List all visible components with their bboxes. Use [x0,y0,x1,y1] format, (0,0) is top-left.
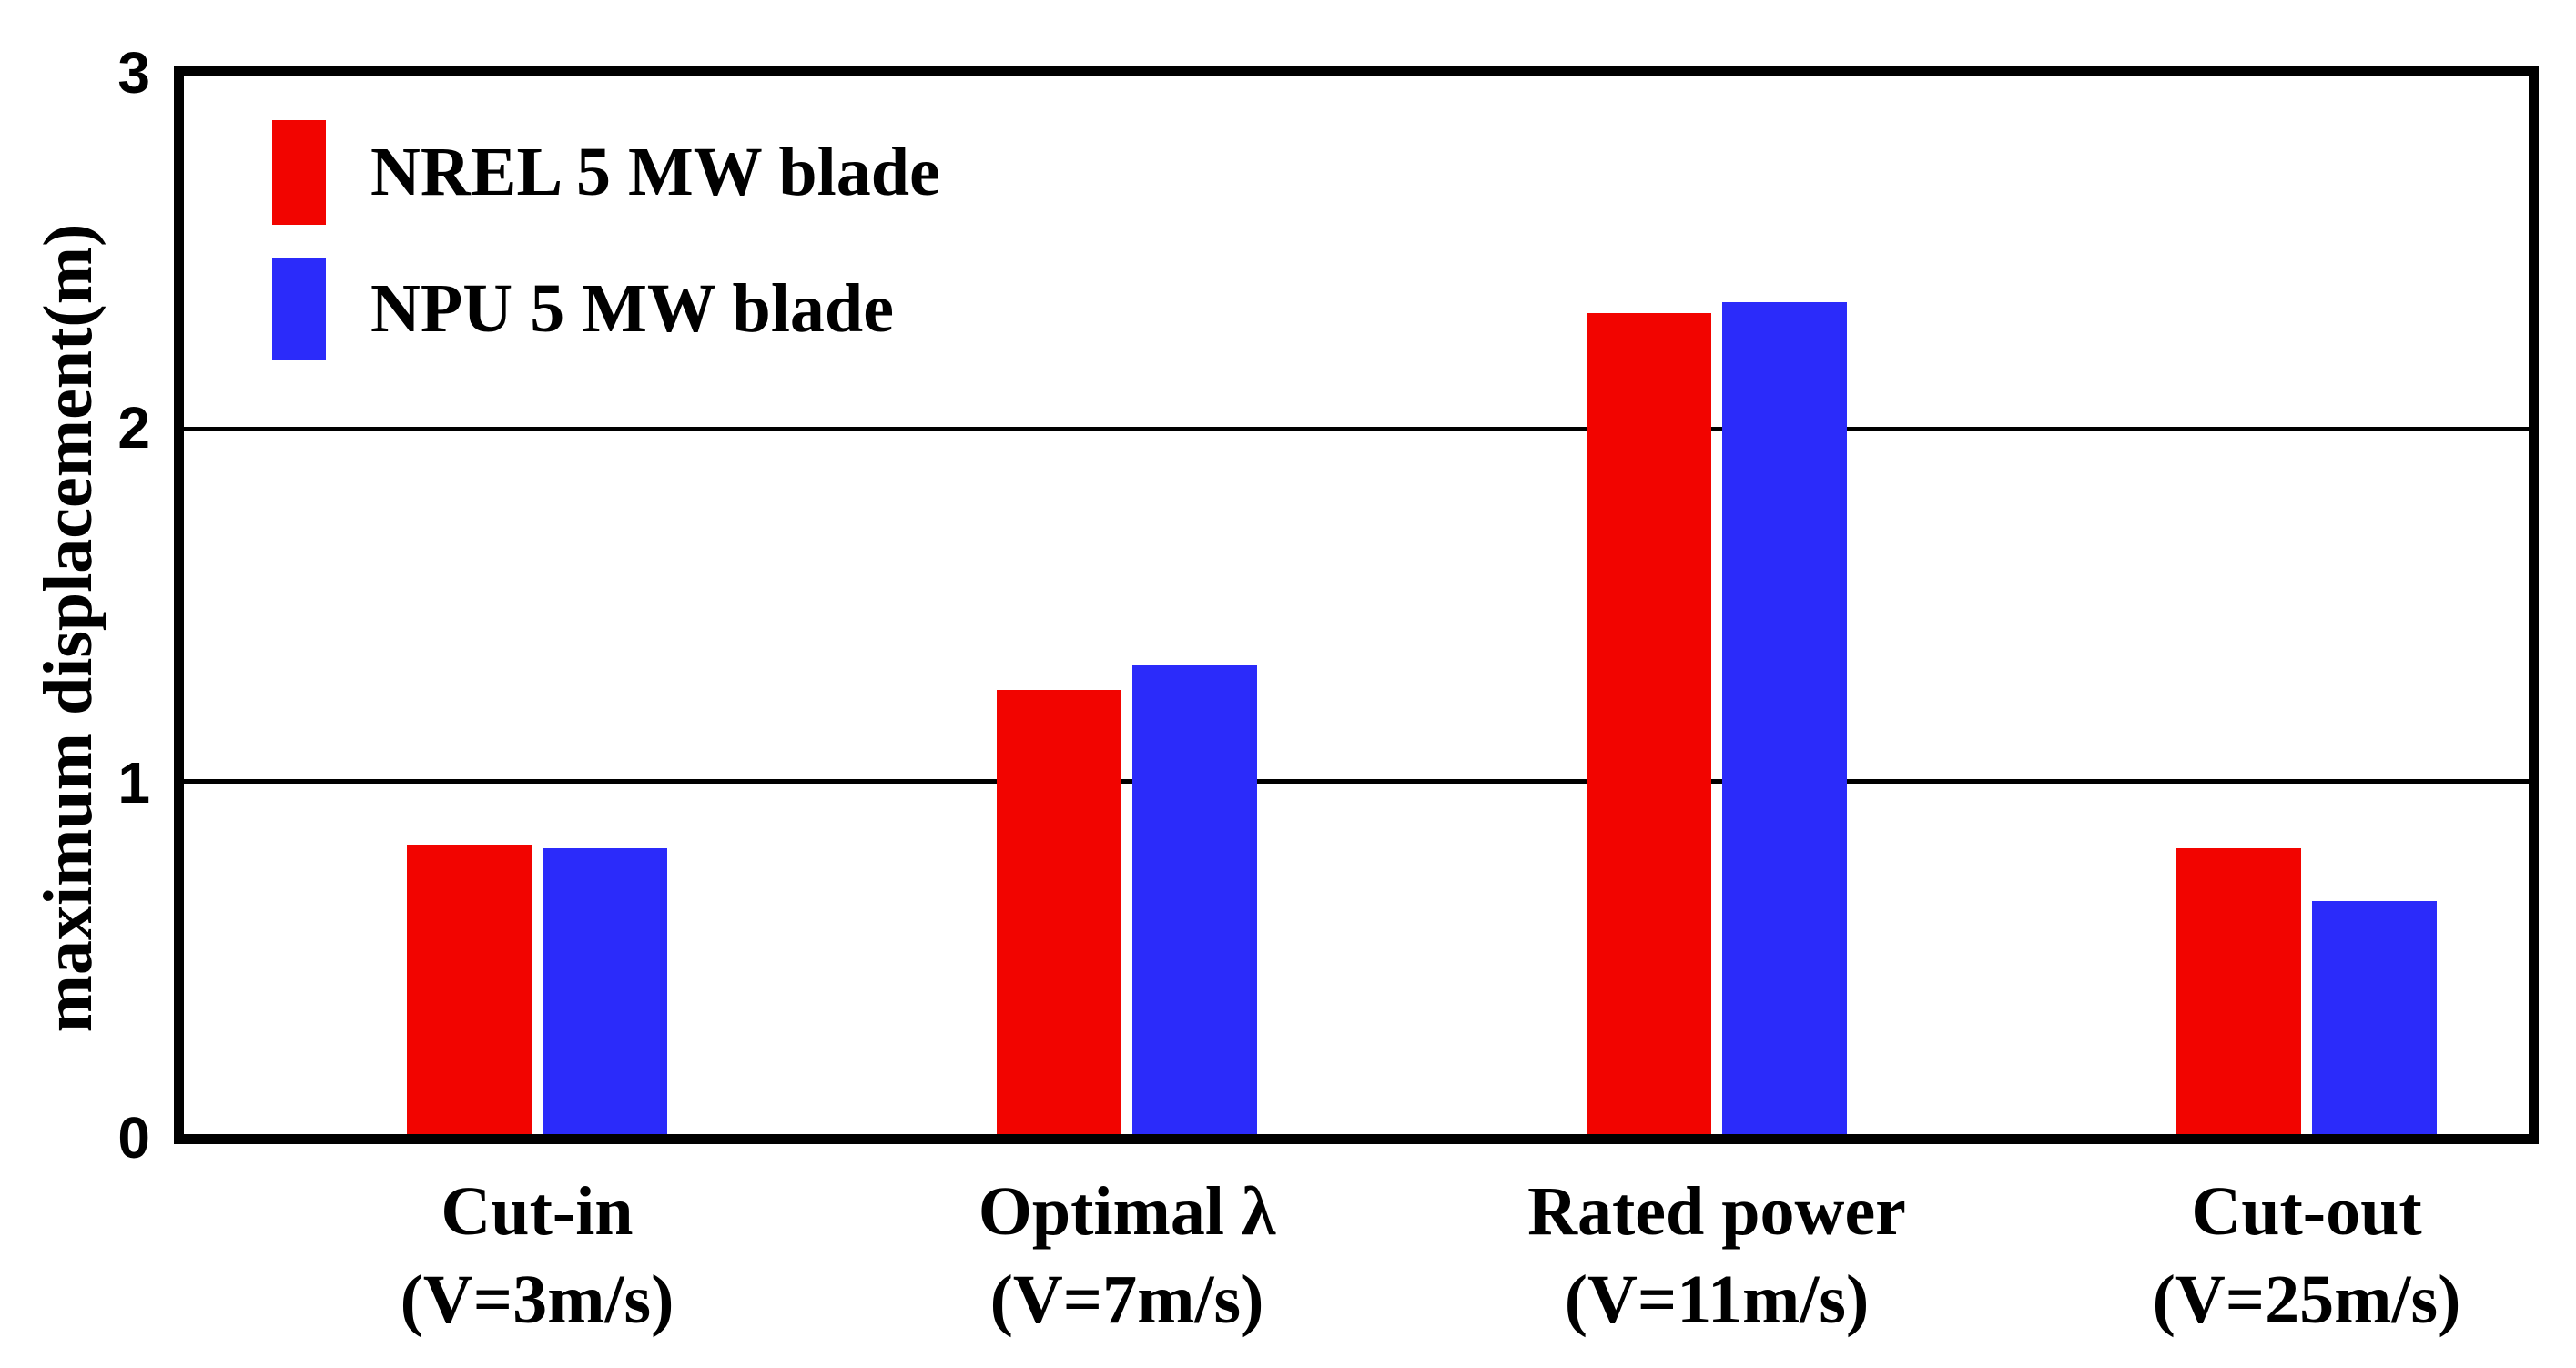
bar-nrel-cut-in [407,845,532,1134]
x-category-line1: Rated power [1527,1173,1906,1250]
legend-swatch-npu [272,258,326,360]
bar-npu-optimal-lambda [1132,665,1257,1134]
legend-item-npu: NPU 5 MW blade [272,257,894,361]
x-category-label-cut-out: Cut-out (V=25m/s) [1988,1168,2576,1344]
gridline-y-2 [184,426,2529,431]
y-tick-label-1: 1 [117,750,150,816]
x-category-line2: (V=3m/s) [400,1262,674,1338]
bar-npu-rated-power [1722,302,1847,1134]
x-category-label-rated-power: Rated power (V=11m/s) [1398,1168,2035,1344]
gridline-y-1 [184,779,2529,785]
bar-nrel-optimal-lambda [997,690,1121,1134]
bar-npu-cut-out [2312,901,2437,1134]
y-tick-label-2: 2 [117,395,150,461]
x-category-line1: Optimal λ [978,1173,1276,1250]
x-category-line1: Cut-in [441,1173,634,1250]
legend-label-nrel: NREL 5 MW blade [370,134,940,210]
y-tick-label-0: 0 [117,1105,150,1170]
legend-label-npu: NPU 5 MW blade [370,270,894,347]
legend-item-nrel: NREL 5 MW blade [272,120,940,225]
y-axis-title: maximum displacement(m) [30,223,106,1033]
x-category-label-cut-in: Cut-in (V=3m/s) [218,1168,856,1344]
legend-swatch-nrel [272,120,326,225]
bar-npu-cut-in [543,848,667,1134]
x-category-label-optimal-lambda: Optimal λ (V=7m/s) [808,1168,1445,1344]
x-category-line2: (V=7m/s) [989,1262,1264,1338]
x-category-line2: (V=25m/s) [2152,1262,2461,1338]
bar-nrel-cut-out [2176,848,2301,1134]
x-category-line1: Cut-out [2191,1173,2422,1250]
bar-nrel-rated-power [1587,313,1711,1134]
y-tick-label-3: 3 [117,40,150,106]
plot-area: NREL 5 MW blade NPU 5 MW blade [174,66,2539,1144]
x-category-line2: (V=11m/s) [1564,1262,1870,1338]
